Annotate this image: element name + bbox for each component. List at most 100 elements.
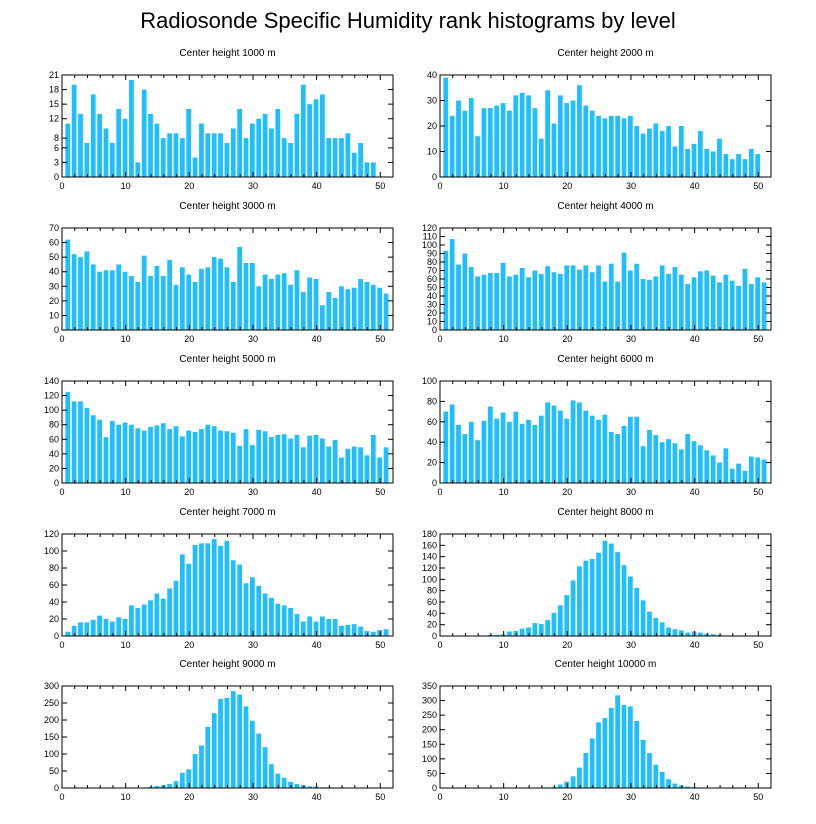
histogram-bar [449,115,455,177]
histogram-bar [608,543,614,636]
histogram-bar [481,274,487,330]
histogram-bar [154,785,160,788]
histogram-bar [481,108,487,177]
y-tick-label: 0 [432,478,437,488]
histogram-bar [513,95,519,177]
histogram-bar [326,619,332,636]
y-tick-label: 12 [49,114,59,124]
histogram-bar [551,786,557,788]
histogram-bar [154,265,160,330]
histogram-bar [218,133,223,177]
histogram-bar [723,448,729,483]
histogram-bar [449,239,455,330]
histogram-bar [710,455,716,483]
histogram-bar [500,634,506,636]
histogram-bar [186,274,192,330]
y-tick-label: 50 [49,766,59,776]
histogram-bar [513,630,519,636]
histogram-bar [307,104,313,177]
histogram-bar [300,84,306,177]
figure-title: Radiosonde Specific Humidity rank histog… [140,8,676,33]
y-tick-label: 50 [427,283,437,293]
histogram-bar [704,450,710,483]
histogram-bar [224,540,230,636]
histogram-bar [358,447,363,483]
histogram-bar [237,694,243,788]
histogram-bar [249,577,255,636]
histogram-bar [589,272,595,330]
y-tick-label: 60 [427,417,437,427]
histogram-bar [538,624,544,636]
histogram-bar [332,138,338,177]
histogram-bar [148,426,153,483]
histogram-bar [256,118,262,177]
histogram-bar [602,118,608,177]
histogram-bar [224,431,230,483]
histogram-bar [736,154,741,177]
histogram-bar [65,239,71,330]
histogram-bar [71,401,77,483]
histogram-bar [634,587,640,636]
histogram-bar [513,411,519,483]
histogram-bar [698,632,703,636]
x-tick-label: 30 [248,640,258,650]
histogram-bar [672,443,678,483]
histogram-bar [717,634,722,636]
histogram-bar [281,138,287,177]
histogram-bar [487,634,493,636]
histogram-bar [237,109,243,177]
histogram-bar [494,105,500,177]
histogram-bar [761,459,767,483]
histogram-panel: Center height 3000 m 0 10 20 30 40 50 0 10 20 30 40… [49,201,394,344]
x-tick-label: 0 [59,487,64,497]
histogram-bar [627,706,633,788]
y-tick-label: 120 [422,223,437,233]
histogram-bar [109,621,115,636]
histogram-bar [116,424,122,483]
panel-title: Center height 4000 m [557,201,653,212]
histogram-bar [281,605,287,636]
histogram-bar [551,123,557,177]
histogram-bar [621,118,627,177]
histogram-bar [275,274,281,330]
x-tick-label: 30 [248,334,258,344]
histogram-bar [615,115,621,177]
y-tick-label: 0 [432,172,437,182]
histogram-bar [307,435,313,483]
histogram-bar [243,262,249,330]
y-tick-label: 100 [422,376,437,386]
histogram-bar [621,252,627,330]
histogram-bar [640,279,646,330]
histogram-bar [288,143,293,177]
histogram-bar [596,265,601,330]
histogram-bar [129,605,134,636]
histogram-bar [755,457,761,483]
y-tick-label: 90 [427,249,437,259]
histogram-panel: Center height 4000 m0 10 20 30 40 50010203040… [422,201,772,344]
histogram-bar [487,406,493,483]
histogram-bar [243,583,249,636]
y-tick-label: 18 [49,85,59,95]
histogram-bar [519,628,525,636]
histogram-bar [192,754,198,788]
histogram-bar [564,595,570,636]
histogram-bar [589,558,595,636]
histogram-bar [358,143,363,177]
y-tick-label: 70 [427,266,437,276]
histogram-bar [698,131,703,177]
histogram-bar [167,783,172,788]
histogram-bar [154,123,160,177]
histogram-bar [173,580,179,636]
y-tick-label: 300 [44,681,59,691]
histogram-bar [294,783,300,788]
histogram-bar [538,415,544,483]
histogram-bar [602,718,608,788]
histogram-bar [230,560,236,636]
histogram-bar [186,109,192,177]
y-tick-label: 0 [432,325,437,335]
histogram-panel: Center height 2000 m 0 10 20 30 40 50 0 10 20 30 40 [427,48,772,191]
y-tick-label: 30 [427,96,437,106]
histogram-bar [526,419,531,483]
histogram-bar [748,284,754,330]
histogram-bar [294,113,300,177]
